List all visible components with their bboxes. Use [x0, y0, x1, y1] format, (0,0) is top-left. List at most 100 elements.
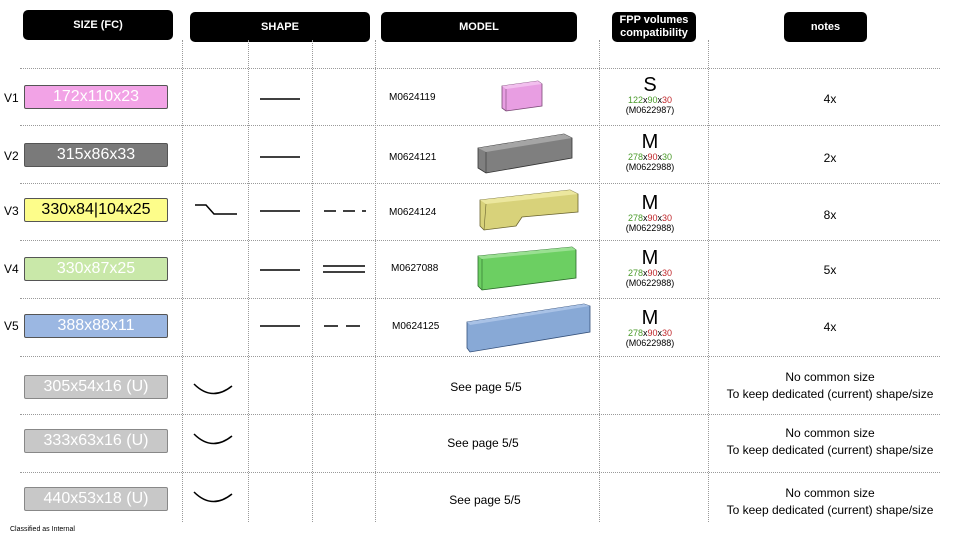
see-page-link: See page 5/5 [449, 493, 521, 507]
fpp-dim-b: 90 [647, 328, 658, 338]
fpp-size: M [641, 307, 659, 329]
header-notes: notes [784, 12, 867, 42]
note: 5x [823, 263, 837, 277]
classification-footer: Classified as Internal [10, 526, 75, 533]
fpp-ref: (M0622988) [625, 223, 675, 233]
model-3d-icon [477, 246, 577, 291]
model-code: M0627088 [391, 263, 439, 274]
row-label: V2 [4, 149, 19, 163]
model-code: M0624124 [389, 207, 437, 218]
fpp-size: S [643, 74, 657, 96]
fpp-dim-b: 90 [647, 152, 658, 162]
fpp-dims: 278x90x30 [627, 213, 673, 223]
fpp-ref: (M0622988) [625, 278, 675, 288]
row-label: V5 [4, 319, 19, 333]
grid-hline [20, 183, 940, 184]
fpp-dim-c: 30 [662, 268, 673, 278]
note: 8x [823, 208, 837, 222]
fpp-dim-c: 30 [662, 152, 673, 162]
note-line1: No common size [785, 426, 875, 440]
note-line1: No common size [785, 370, 875, 384]
size-box: 172x110x23 [24, 85, 168, 109]
row-label: V3 [4, 204, 19, 218]
grid-hline [20, 240, 940, 241]
fpp-dims: 278x90x30 [627, 152, 673, 162]
size-box: 333x63x16 (U) [24, 429, 168, 453]
fpp-compat: M 278x90x30 (M0622988) [605, 308, 695, 348]
fpp-size: M [641, 192, 659, 214]
fpp-dim-a: 278 [627, 152, 643, 162]
grid-hline [20, 68, 940, 69]
grid-hline [20, 125, 940, 126]
size-box: 330x84|104x25 [24, 198, 168, 222]
model-3d-icon [466, 303, 591, 353]
fpp-ref: (M0622988) [625, 338, 675, 348]
fpp-dim-a: 122 [627, 95, 643, 105]
fpp-compat: M 278x90x30 (M0622988) [605, 193, 695, 233]
size-box: 305x54x16 (U) [24, 375, 168, 399]
see-page-link: See page 5/5 [447, 436, 519, 450]
fpp-dim-b: 90 [647, 95, 658, 105]
note: No common size To keep dedicated (curren… [710, 425, 950, 459]
fpp-dim-b: 90 [647, 213, 658, 223]
fpp-compat: M 278x90x30 (M0622988) [605, 248, 695, 288]
size-box: 315x86x33 [24, 143, 168, 167]
shape-straight-icon [260, 98, 300, 100]
fpp-dim-a: 278 [627, 268, 643, 278]
size-box: 440x53x18 (U) [24, 487, 168, 511]
fpp-dim-c: 30 [662, 213, 673, 223]
grid-hline [20, 298, 940, 299]
note: 2x [823, 151, 837, 165]
grid-vline [312, 40, 313, 522]
fpp-ref: (M0622987) [625, 105, 675, 115]
note-line2: To keep dedicated (current) shape/size [726, 503, 934, 517]
size-box: 388x88x11 [24, 314, 168, 338]
fpp-dim-c: 30 [662, 328, 673, 338]
grid-vline [248, 40, 249, 522]
shape-curve-icon [193, 383, 233, 395]
fpp-dims: 278x90x30 [627, 268, 673, 278]
note-line2: To keep dedicated (current) shape/size [726, 387, 934, 401]
header-model: MODEL [381, 12, 577, 42]
header-fpp-line2: compatibility [620, 27, 688, 39]
see-page-link: See page 5/5 [450, 380, 522, 394]
fpp-dim-a: 278 [627, 213, 643, 223]
shape-curve-icon [193, 433, 233, 445]
grid-hline [20, 472, 940, 473]
fpp-dim-a: 278 [627, 328, 643, 338]
note: No common size To keep dedicated (curren… [710, 369, 950, 403]
shape-straight-icon [260, 210, 300, 212]
note: 4x [823, 320, 837, 334]
fpp-ref: (M0622988) [625, 162, 675, 172]
model-code: M0624125 [392, 321, 440, 332]
grid-vline [599, 40, 600, 522]
fpp-compat: M 278x90x30 (M0622988) [605, 132, 695, 172]
grid-hline [20, 414, 940, 415]
shape-dashed-icon [324, 210, 366, 212]
shape-curve-icon [193, 491, 233, 503]
model-3d-icon [501, 80, 543, 112]
fpp-dims: 122x90x30 [627, 95, 673, 105]
grid-vline [182, 40, 183, 522]
header-shape: SHAPE [190, 12, 370, 42]
fpp-compat: S 122x90x30 (M0622987) [605, 75, 695, 115]
fpp-size: M [641, 131, 659, 153]
note: 4x [823, 92, 837, 106]
size-box: 330x87x25 [24, 257, 168, 281]
header-size: SIZE (FC) [23, 10, 173, 40]
shape-step-icon [195, 204, 237, 215]
model-code: M0624119 [389, 92, 436, 103]
note: No common size To keep dedicated (curren… [710, 485, 950, 519]
row-label: V4 [4, 262, 19, 276]
shape-straight-icon [260, 325, 300, 327]
shape-dashed-icon [324, 325, 366, 327]
fpp-size: M [641, 247, 659, 269]
note-line1: No common size [785, 486, 875, 500]
note-line2: To keep dedicated (current) shape/size [726, 443, 934, 457]
shape-double-icon [323, 265, 365, 273]
fpp-dims: 278x90x30 [627, 328, 673, 338]
header-fpp: FPP volumes compatibility [612, 12, 696, 42]
model-code: M0624121 [389, 152, 437, 163]
model-3d-icon [477, 133, 573, 174]
grid-vline [708, 40, 709, 522]
